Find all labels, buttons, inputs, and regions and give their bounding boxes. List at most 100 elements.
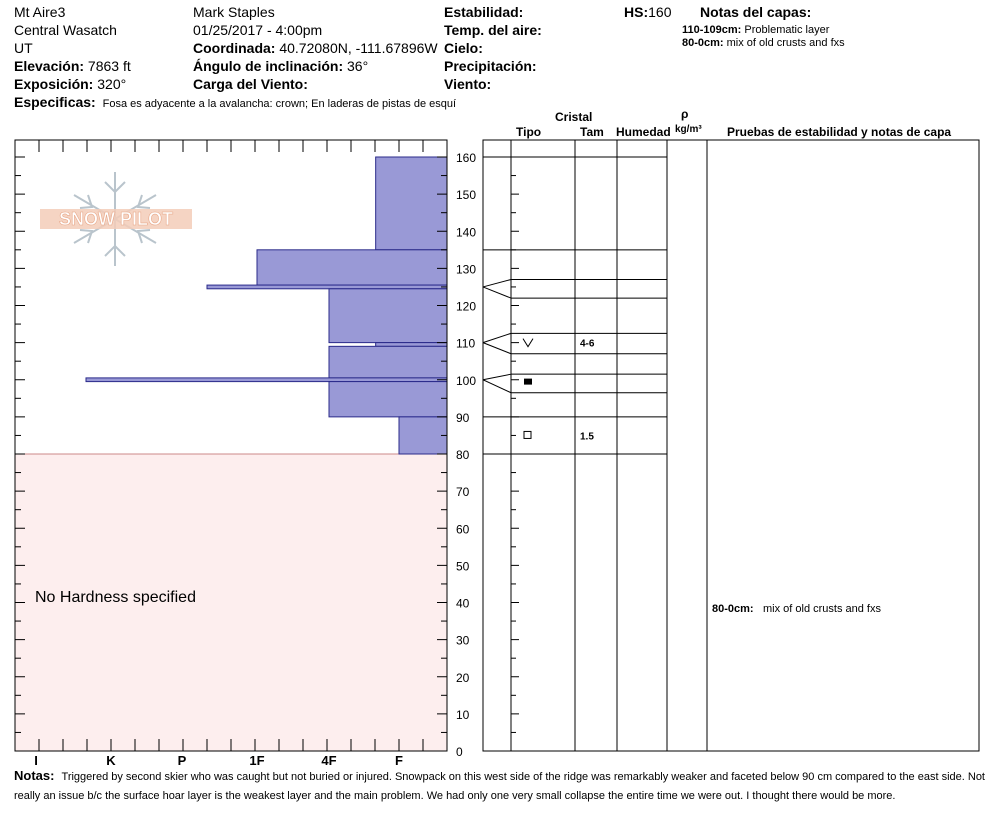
air-temp-label: Temp. del aire: [444,22,542,38]
hardness-bar [398,416,448,455]
snowpilot-logo: SNOW PILOT [40,172,192,266]
no-hardness-text: No Hardness specified [35,589,196,606]
logo-text: SNOW PILOT [59,209,173,229]
hardness-label: F [395,753,403,768]
grain-facet-icon [523,430,532,439]
sky-label: Cielo: [444,40,483,56]
layer-note-1-range: 110-109cm: [682,24,742,36]
grain-size-label: 1.5 [580,431,594,442]
table-column-lines [510,140,708,751]
layer-connector [482,379,512,394]
height-label: 40 [456,597,470,611]
layer-connector [482,332,512,344]
col-tipo: Tipo [516,125,542,139]
height-label: 90 [456,411,470,425]
col-tests: Pruebas de estabilidad y notas de capa [727,125,952,139]
hardness-bars [85,156,448,455]
observer: Mark Staples [193,4,275,20]
datetime: 01/25/2017 - 4:00pm [193,22,323,38]
range: Central Wasatch [14,22,117,38]
hardness-bar [85,377,448,383]
notes-label: Notas: [14,768,55,783]
elevation-label: Elevación: [14,58,85,74]
exposure-value: 320° [97,76,127,92]
layer-note-1: 110-109cm: Problematic layer [682,24,829,37]
height-label: 60 [456,522,470,536]
height-label: 140 [456,225,476,239]
height-label: 160 [456,151,476,165]
hardness-label: 1F [249,753,264,768]
elevation-value: 7863 ft [87,58,131,74]
hardness-label: I [34,753,38,768]
hardness-bar [256,249,448,286]
layer-note-2-text: mix of old crusts and fxs [726,37,845,49]
col-rho: ρ [681,107,689,121]
layer-connector [482,286,512,299]
grain-melt-freeze-icon [524,378,532,385]
hs-value: 160 [648,4,672,20]
slope-label: Ángulo de inclinación: [193,58,344,74]
hs-label: HS: [624,4,649,20]
exposure-label: Exposición: [14,76,94,92]
exposure: Exposición: 320° [14,76,126,93]
col-density-unit: kg/m³ [675,124,702,135]
layer-table-frame [482,139,980,752]
notes: Notas: Triggered by second skier who was… [14,766,994,806]
col-cristal: Cristal [555,110,593,124]
stability-label: Estabilidad: [444,4,524,20]
height-label: 30 [456,634,470,648]
hardness-bar [328,345,448,379]
hardness-labels: I K P 1F 4F F [34,753,403,768]
height-label: 70 [456,485,470,499]
height-label: 150 [456,188,476,202]
coord-label: Coordinada: [193,40,276,56]
layer-notes-title: Notas del capas: [700,4,812,20]
state: UT [14,40,33,56]
height-label: 130 [456,262,476,276]
col-humedad: Humedad [616,125,671,139]
grain-size-label: 4-6 [580,339,595,350]
col-tam: Tam [580,125,604,139]
layer-connector [482,342,512,355]
height-label: 10 [456,708,470,722]
hardness-bar [375,156,448,251]
layer-connector [482,373,512,381]
layer-note-2: 80-0cm: mix of old crusts and fxs [682,37,845,50]
coord-value: 40.72080N, -111.67896W [279,40,438,56]
right-note-range: 80-0cm: [712,603,754,615]
specifics-label: Especificas: [14,94,96,110]
elevation: Elevación: 7863 ft [14,58,131,75]
wind-load-label: Carga del Viento: [193,76,308,92]
precip-label: Precipitación: [444,58,537,74]
hardness-bar [328,381,448,418]
right-note-text: mix of old crusts and fxs [763,603,881,615]
layer-note-2-range: 80-0cm: [682,37,724,49]
height-label: 110 [456,337,475,351]
layer-boundaries [482,156,667,455]
hardness-ticks [14,140,448,751]
height-label: 20 [456,671,470,685]
height-label: 120 [456,300,476,314]
no-hardness-region [15,454,447,751]
hardness-label: P [178,753,187,768]
coordinates: Coordinada: 40.72080N, -111.67896W [193,40,438,57]
notes-text: Triggered by second skier who was caught… [14,771,985,802]
layer-connector [482,279,512,288]
slope-angle: Ángulo de inclinación: 36° [193,58,368,75]
height-label: 0 [456,745,463,759]
slope-value: 36° [347,58,369,74]
specifics: Especificas: Fosa es adyacente a la aval… [14,94,456,111]
height-label: 100 [456,374,476,388]
location: Mt Aire3 [14,4,66,20]
hardness-bar [328,288,448,344]
hs: HS:160 [624,4,671,21]
hardness-label: 4F [321,753,336,768]
grain-marks: 4-6 1.5 [522,338,595,442]
hardness-bar [375,342,448,347]
specifics-value: Fosa es adyacente a la avalancha: crown;… [102,98,457,110]
layer-note-1-text: Problematic layer [744,24,830,36]
wind-label: Viento: [444,76,492,92]
height-label: 80 [456,448,470,462]
grain-surface-hoar-icon [522,338,534,348]
